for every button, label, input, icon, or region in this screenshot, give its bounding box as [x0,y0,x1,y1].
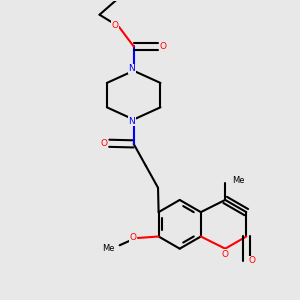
Text: O: O [111,21,118,30]
Text: O: O [100,139,107,148]
Text: N: N [128,117,135,126]
Text: O: O [248,256,255,266]
Text: N: N [128,64,135,74]
Text: Me: Me [102,244,114,253]
Text: O: O [160,42,167,51]
Text: O: O [130,233,136,242]
Text: O: O [222,250,229,259]
Text: Me: Me [232,176,244,185]
